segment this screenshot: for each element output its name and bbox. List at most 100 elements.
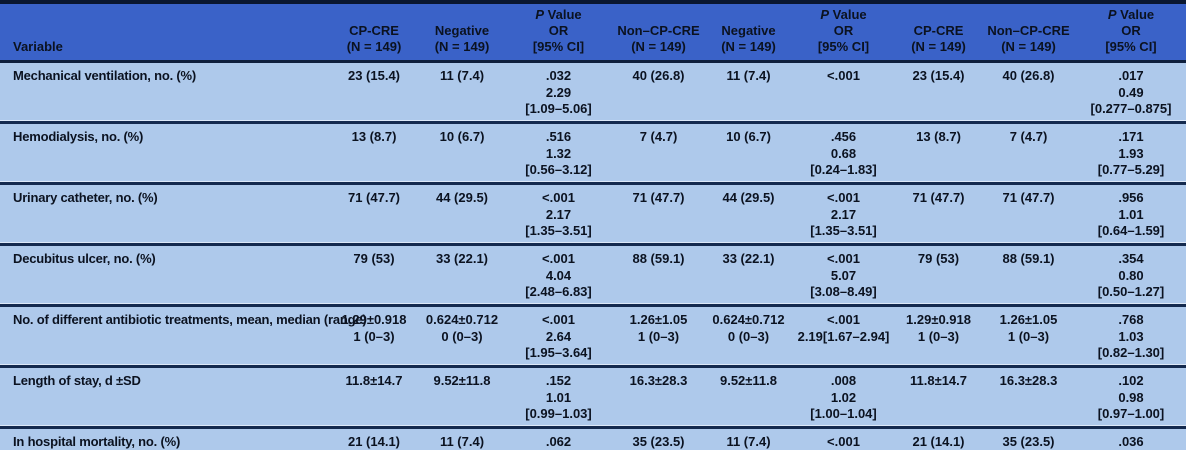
value-cell: 79 (53) (330, 244, 418, 307)
value-line: 23 (15.4) (912, 68, 965, 83)
column-header-line: CP-CRE (349, 23, 399, 38)
column-header-line: Negative (434, 23, 490, 38)
variable-cell: Length of stay, d ±SD (0, 366, 330, 429)
value-line: 40 (26.8) (1002, 68, 1055, 83)
column-header-line: P Value (820, 7, 867, 22)
value-line: [0.97–1.00] (1097, 406, 1165, 421)
table-row: In hospital mortality, no. (%) 21 (14.1) 1… (0, 427, 1186, 450)
value-cell: .008 1.02 [1.00–1.04] (791, 366, 896, 429)
value-line: [0.82–1.30] (1097, 345, 1165, 360)
value-line: 7 (4.7) (639, 129, 678, 144)
value-cell: 10 (6.7) (418, 122, 506, 185)
value-line: [2.48–6.83] (525, 284, 592, 299)
value-cell: 44 (29.5) (706, 183, 791, 246)
value-line: <.001 (542, 190, 575, 205)
value-line: 35 (23.5) (632, 434, 685, 449)
value-cell: 16.3±28.3 (981, 366, 1076, 429)
value-cell: 7 (4.7) (611, 122, 706, 185)
value-cell: 16.3±28.3 (611, 366, 706, 429)
table-row: Mechanical ventilation, no. (%) 23 (15.4)… (0, 61, 1186, 124)
value-line: [0.24–1.83] (810, 162, 877, 177)
value-line: 1.26±1.05 (629, 312, 688, 327)
value-cell: 71 (47.7) (330, 183, 418, 246)
value-line: <.001 (542, 251, 575, 266)
value-line: 33 (22.1) (435, 251, 489, 266)
column-header: P Value OR [95% CI] (791, 4, 896, 63)
value-cell: 10 (6.7) (706, 122, 791, 185)
value-line: <.001 (827, 312, 860, 327)
column-header: P Value OR [95% CI] (506, 4, 611, 63)
column-header: CP-CRE (N = 149) (896, 4, 981, 63)
value-line: 10 (6.7) (439, 129, 485, 144)
value-line: 16.3±28.3 (629, 373, 688, 388)
value-cell: <.0013.92[1.96–8.41] (791, 427, 896, 450)
column-header-line: OR (1121, 23, 1141, 38)
value-line: .456 (830, 129, 857, 144)
value-cell: .0360.529[0.287–0.954] (1076, 427, 1186, 450)
value-cell: 9.52±11.8 (706, 366, 791, 429)
value-line: 23 (15.4) (347, 68, 401, 83)
value-line: 71 (47.7) (347, 190, 401, 205)
column-header-line: Variable (13, 39, 63, 54)
value-line: 11 (7.4) (726, 68, 771, 83)
value-line: 79 (53) (917, 251, 960, 266)
outcomes-table: Variable CP-CRE (N = 149) Negative (N = 149)… (0, 4, 1186, 450)
value-line: 1.32 (545, 145, 572, 161)
value-cell: 79 (53) (896, 244, 981, 307)
variable-cell: Hemodialysis, no. (%) (0, 122, 330, 185)
value-cell: <.001 2.17 [1.35–3.51] (791, 183, 896, 246)
table-header-row: Variable CP-CRE (N = 149) Negative (N = 149)… (0, 4, 1186, 63)
value-cell: .456 0.68 [0.24–1.83] (791, 122, 896, 185)
value-cell: .516 1.32 [0.56–3.12] (506, 122, 611, 185)
value-cell: 40 (26.8) (611, 61, 706, 124)
value-line: 13 (8.7) (351, 129, 397, 144)
table-body: Mechanical ventilation, no. (%) 23 (15.4)… (0, 61, 1186, 450)
column-header-line: Non–CP-CRE (987, 23, 1070, 38)
value-line: 1.03 (1118, 328, 1144, 344)
value-line: 1.02 (830, 389, 857, 405)
value-line: 1 (0–3) (1007, 328, 1050, 344)
table-header: Variable CP-CRE (N = 149) Negative (N = 149)… (0, 4, 1186, 63)
column-header-line: Negative (721, 23, 776, 38)
value-line: 1 (0–3) (353, 328, 395, 344)
value-cell: 9.52±11.8 (418, 366, 506, 429)
value-cell: 40 (26.8) (981, 61, 1076, 124)
value-cell: <.001 4.04 [2.48–6.83] (506, 244, 611, 307)
table-row: Hemodialysis, no. (%) 13 (8.7) 10 (6.7) .51… (0, 122, 1186, 185)
value-line: 1.29±0.918 (906, 312, 971, 327)
value-line: 11 (7.4) (726, 434, 771, 449)
table-row: Urinary catheter, no. (%) 71 (47.7) 44 (29… (0, 183, 1186, 246)
value-line: 40 (26.8) (632, 68, 685, 83)
value-line: [1.09–5.06] (525, 101, 592, 116)
column-header-line: Non–CP-CRE (617, 23, 700, 38)
value-line: 71 (47.7) (912, 190, 965, 205)
value-line: .956 (1118, 190, 1144, 205)
value-line: <.001 (542, 312, 575, 327)
value-cell: 1.26±1.05 1 (0–3) (611, 305, 706, 368)
value-line: 11.8±14.7 (909, 373, 968, 388)
value-line: [1.35–3.51] (810, 223, 877, 238)
value-line: [0.99–1.03] (525, 406, 592, 421)
value-line: 88 (59.1) (1002, 251, 1055, 266)
value-cell: .017 0.49 [0.277–0.875] (1076, 61, 1186, 124)
value-cell: .956 1.01 [0.64–1.59] (1076, 183, 1186, 246)
value-line: 71 (47.7) (632, 190, 685, 205)
value-line: 21 (14.1) (912, 434, 965, 449)
value-line: 0.624±0.712 (712, 312, 785, 327)
value-line: [1.95–3.64] (525, 345, 592, 360)
value-cell: 11 (7.4) (418, 61, 506, 124)
value-cell: 0.624±0.712 0 (0–3) (706, 305, 791, 368)
value-cell: 71 (47.7) (981, 183, 1076, 246)
value-line: 1.26±1.05 (999, 312, 1058, 327)
table-row: Decubitus ulcer, no. (%) 79 (53) 33 (22.1)… (0, 244, 1186, 307)
value-cell: 23 (15.4) (896, 61, 981, 124)
value-cell: 11.8±14.7 (896, 366, 981, 429)
value-cell: 35 (23.5) (611, 427, 706, 450)
value-line: 2.64 (545, 328, 572, 344)
value-cell: 11 (7.4) (418, 427, 506, 450)
value-line: 0.624±0.712 (425, 312, 499, 327)
variable-cell: Decubitus ulcer, no. (%) (0, 244, 330, 307)
value-cell: .354 0.80 [0.50–1.27] (1076, 244, 1186, 307)
value-line: 11.8±14.7 (345, 373, 403, 388)
value-cell: 0.624±0.712 0 (0–3) (418, 305, 506, 368)
